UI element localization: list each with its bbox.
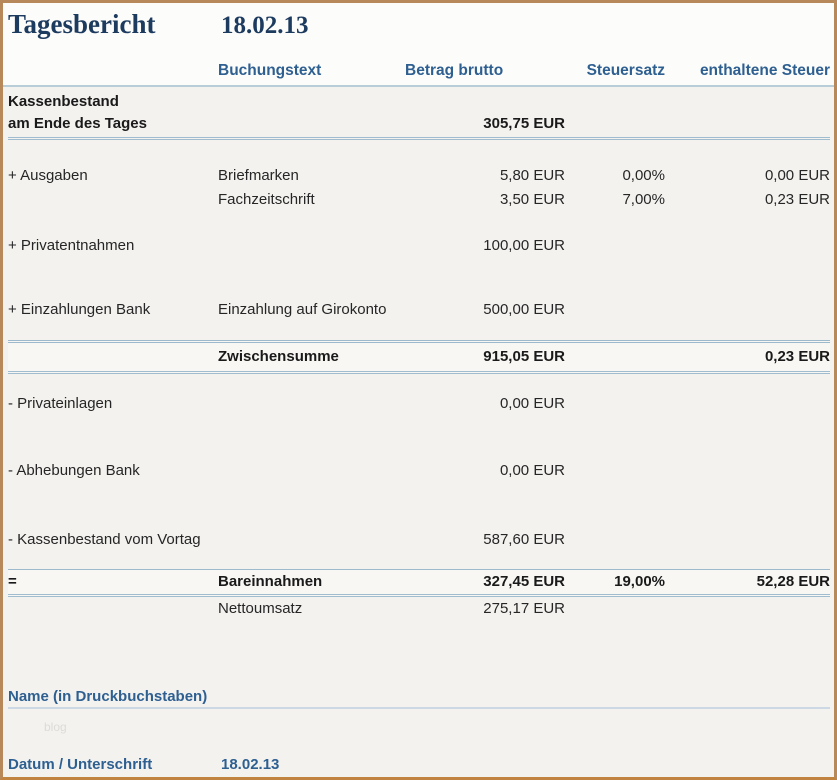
row-steuer: 0,23 EUR <box>764 348 830 365</box>
row-betrag: 0,00 EUR <box>499 462 565 479</box>
column-header-betrag-brutto: Betrag brutto <box>405 62 504 79</box>
watermark-text: blog <box>44 720 67 734</box>
row-steuer: 52,28 EUR <box>756 573 830 590</box>
kassenbestand-line2: am Ende des Tages 305,75 EUR <box>8 113 830 135</box>
kassenbestand-label-line2: am Ende des Tages <box>8 115 147 132</box>
row-buchungstext: Nettoumsatz <box>218 600 303 617</box>
row-betrag: 0,00 EUR <box>499 395 565 412</box>
report-body: Kassenbestand am Ende des Tages 305,75 E… <box>3 87 834 777</box>
name-signature-label: Name (in Druckbuchstaben) <box>8 687 830 709</box>
row-steuer <box>665 597 830 621</box>
table-row-einzahlungen-bank: + Einzahlungen Bank Einzahlung auf Girok… <box>8 298 830 322</box>
empty-cell <box>565 113 665 135</box>
kassenbestand-label-line1: Kassenbestand <box>8 93 119 110</box>
row-label: + Einzahlungen Bank <box>8 301 151 318</box>
table-row-zwischensumme: Zwischensumme 915,05 EUR 0,23 EUR <box>8 340 830 374</box>
row-betrag: 100,00 EUR <box>483 237 565 254</box>
kassenbestand-betrag: 305,75 EUR <box>483 115 565 132</box>
row-steuersatz: 19,00% <box>614 573 665 590</box>
row-steuer: 0,00 EUR <box>764 167 830 184</box>
row-steuersatz <box>565 346 665 368</box>
row-buchungstext <box>218 234 405 258</box>
row-steuer <box>665 528 830 552</box>
table-row-nettoumsatz: Nettoumsatz 275,17 EUR <box>8 597 830 621</box>
report-header-section: Tagesbericht 18.02.13 Buchungstext Betra… <box>3 3 834 87</box>
row-kassenbestand: Kassenbestand am Ende des Tages 305,75 E… <box>8 87 830 140</box>
datum-unterschrift-row: Datum / Unterschrift 18.02.13 <box>8 755 830 775</box>
row-buchungstext: Bareinnahmen <box>218 573 323 590</box>
row-label <box>8 597 218 621</box>
table-row-ausgaben-1: + Ausgaben Briefmarken 5,80 EUR 0,00% 0,… <box>8 164 830 188</box>
row-label <box>8 346 218 368</box>
row-label: + Privatentnahmen <box>8 237 135 254</box>
row-buchungstext: Fachzeitschrift <box>218 191 315 208</box>
row-buchungstext <box>218 392 405 416</box>
row-steuer <box>665 234 830 258</box>
page-title: Tagesbericht <box>8 9 156 39</box>
datum-value: 18.02.13 <box>221 756 280 773</box>
row-label: + Ausgaben <box>8 167 88 184</box>
column-header-row: Buchungstext Betrag brutto Steuersatz en… <box>8 62 830 83</box>
row-betrag: 587,60 EUR <box>483 531 565 548</box>
row-betrag: 5,80 EUR <box>499 167 565 184</box>
column-header-steuersatz: Steuersatz <box>586 62 665 79</box>
row-label: - Privateinlagen <box>8 395 113 412</box>
row-steuersatz <box>565 234 665 258</box>
table-row-kassenbestand-vortag: - Kassenbestand vom Vortag 587,60 EUR <box>8 528 830 552</box>
table-row-privatentnahmen: + Privatentnahmen 100,00 EUR <box>8 234 830 258</box>
row-betrag: 275,17 EUR <box>483 600 565 617</box>
table-row-privateinlagen: - Privateinlagen 0,00 EUR <box>8 392 830 416</box>
column-header-enthaltene-steuer: enthaltene Steuer <box>699 62 830 79</box>
row-steuersatz <box>565 597 665 621</box>
row-steuer <box>665 298 830 322</box>
row-betrag: 327,45 EUR <box>483 573 565 590</box>
report-date: 18.02.13 <box>221 12 309 39</box>
empty-cell <box>665 113 830 135</box>
row-steuersatz: 0,00% <box>622 167 665 184</box>
row-steuer <box>665 459 830 483</box>
row-steuersatz <box>565 528 665 552</box>
row-buchungstext <box>218 459 405 483</box>
row-steuer: 0,23 EUR <box>764 191 830 208</box>
datum-label: Datum / Unterschrift <box>8 756 153 773</box>
row-label: = <box>8 573 17 590</box>
row-betrag: 915,05 EUR <box>483 348 565 365</box>
row-buchungstext: Zwischensumme <box>218 348 339 365</box>
row-steuersatz <box>565 298 665 322</box>
row-steuersatz <box>565 459 665 483</box>
row-label: - Kassenbestand vom Vortag <box>8 531 201 548</box>
table-row-abhebungen-bank: - Abhebungen Bank 0,00 EUR <box>8 459 830 483</box>
table-row-ausgaben-2: Fachzeitschrift 3,50 EUR 7,00% 0,23 EUR <box>8 188 830 212</box>
row-buchungstext: Briefmarken <box>218 167 299 184</box>
row-buchungstext: Einzahlung auf Girokonto <box>218 301 387 318</box>
row-label <box>8 188 218 212</box>
row-steuersatz: 7,00% <box>622 191 665 208</box>
row-betrag: 500,00 EUR <box>483 301 565 318</box>
row-steuer <box>665 392 830 416</box>
row-betrag: 3,50 EUR <box>499 191 565 208</box>
column-header-buchungstext: Buchungstext <box>218 62 322 79</box>
row-label: - Abhebungen Bank <box>8 462 140 479</box>
row-steuersatz <box>565 392 665 416</box>
title-row: Tagesbericht 18.02.13 <box>8 9 830 47</box>
empty-header-cell <box>8 62 218 80</box>
row-buchungstext <box>218 528 405 552</box>
table-row-bareinnahmen: = Bareinnahmen 327,45 EUR 19,00% 52,28 E… <box>8 569 830 597</box>
empty-cell <box>218 113 405 135</box>
